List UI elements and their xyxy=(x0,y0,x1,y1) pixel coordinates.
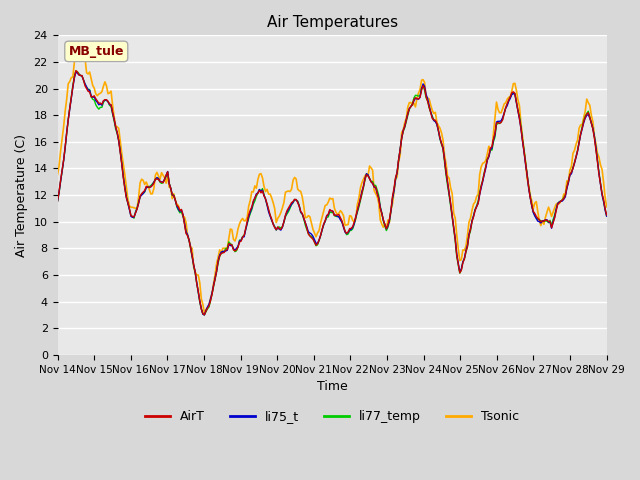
Legend: AirT, li75_t, li77_temp, Tsonic: AirT, li75_t, li77_temp, Tsonic xyxy=(140,406,524,429)
Y-axis label: Air Temperature (C): Air Temperature (C) xyxy=(15,133,28,257)
Title: Air Temperatures: Air Temperatures xyxy=(266,15,397,30)
X-axis label: Time: Time xyxy=(317,380,348,393)
Text: MB_tule: MB_tule xyxy=(68,45,124,58)
